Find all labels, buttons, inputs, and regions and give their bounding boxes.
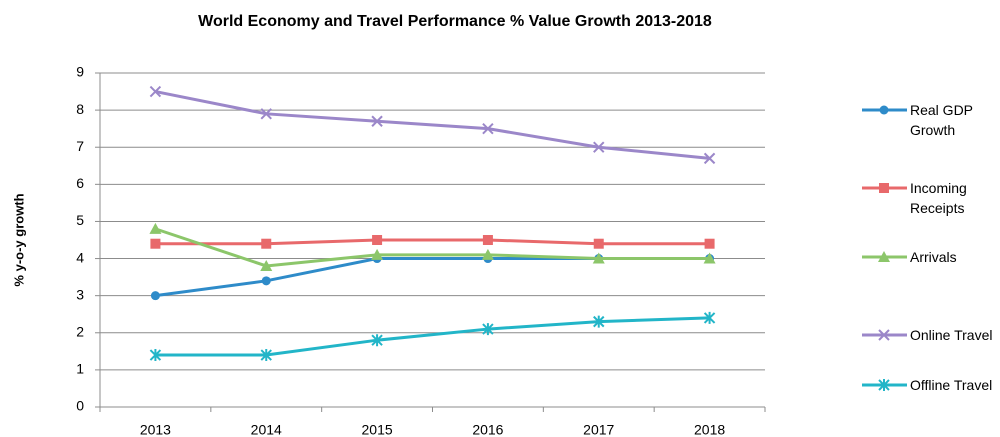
data-point [593, 315, 605, 328]
x-tick-label: 2018 [694, 422, 725, 437]
legend-marker [879, 183, 889, 193]
series-line [155, 257, 710, 298]
chart-title: World Economy and Travel Performance % V… [198, 13, 712, 30]
legend-marker [879, 105, 889, 115]
data-point [150, 291, 160, 301]
legend-label: Offline Travel [910, 377, 993, 393]
data-point [481, 248, 494, 260]
series-line [155, 316, 710, 357]
data-point [371, 334, 383, 347]
y-tick-label: 2 [76, 323, 84, 339]
x-tick-label: 2017 [583, 422, 614, 437]
data-point [260, 259, 273, 271]
legend-marker [878, 329, 890, 341]
data-point [260, 108, 272, 120]
x-tick-label: 2016 [472, 422, 503, 437]
legend-label: Real GDP Growth [910, 102, 973, 138]
x-tick-label: 2014 [251, 422, 282, 437]
y-tick-label: 9 [76, 64, 84, 80]
y-tick-label: 7 [76, 138, 84, 154]
y-axis-label: % y-o-y growth [11, 193, 26, 286]
data-point [371, 115, 383, 127]
series-line [155, 238, 710, 246]
data-point [372, 235, 383, 245]
data-point [593, 238, 604, 249]
legend-marker [878, 251, 890, 262]
data-point [149, 85, 162, 98]
data-point [593, 141, 605, 153]
y-tick-label: 1 [76, 361, 84, 377]
x-tick-label: 2013 [140, 422, 171, 437]
data-point [371, 248, 384, 260]
y-tick-label: 8 [76, 101, 84, 117]
data-point [261, 238, 272, 249]
data-point [260, 349, 272, 362]
data-point [150, 238, 161, 249]
data-point [704, 238, 715, 249]
legend-label: Online Travel [910, 327, 993, 343]
data-point [703, 252, 716, 264]
y-tick-label: 4 [76, 249, 84, 265]
legend-marker [878, 379, 890, 391]
series-line [155, 90, 710, 160]
y-tick-label: 5 [76, 212, 84, 228]
data-point [703, 311, 716, 324]
data-point [703, 152, 716, 165]
data-point [482, 235, 493, 245]
data-point [482, 122, 494, 135]
series-line [154, 227, 710, 268]
data-point [482, 323, 494, 336]
data-point [149, 349, 162, 362]
y-tick-label: 3 [76, 286, 84, 302]
x-tick-label: 2015 [362, 422, 393, 437]
data-point [149, 222, 162, 234]
y-tick-label: 6 [76, 175, 84, 191]
legend-label: Incoming Receipts [910, 180, 967, 216]
data-point [592, 252, 605, 264]
legend-label: Arrivals [910, 249, 957, 265]
y-tick-label: 0 [76, 398, 84, 414]
data-point [261, 276, 271, 286]
